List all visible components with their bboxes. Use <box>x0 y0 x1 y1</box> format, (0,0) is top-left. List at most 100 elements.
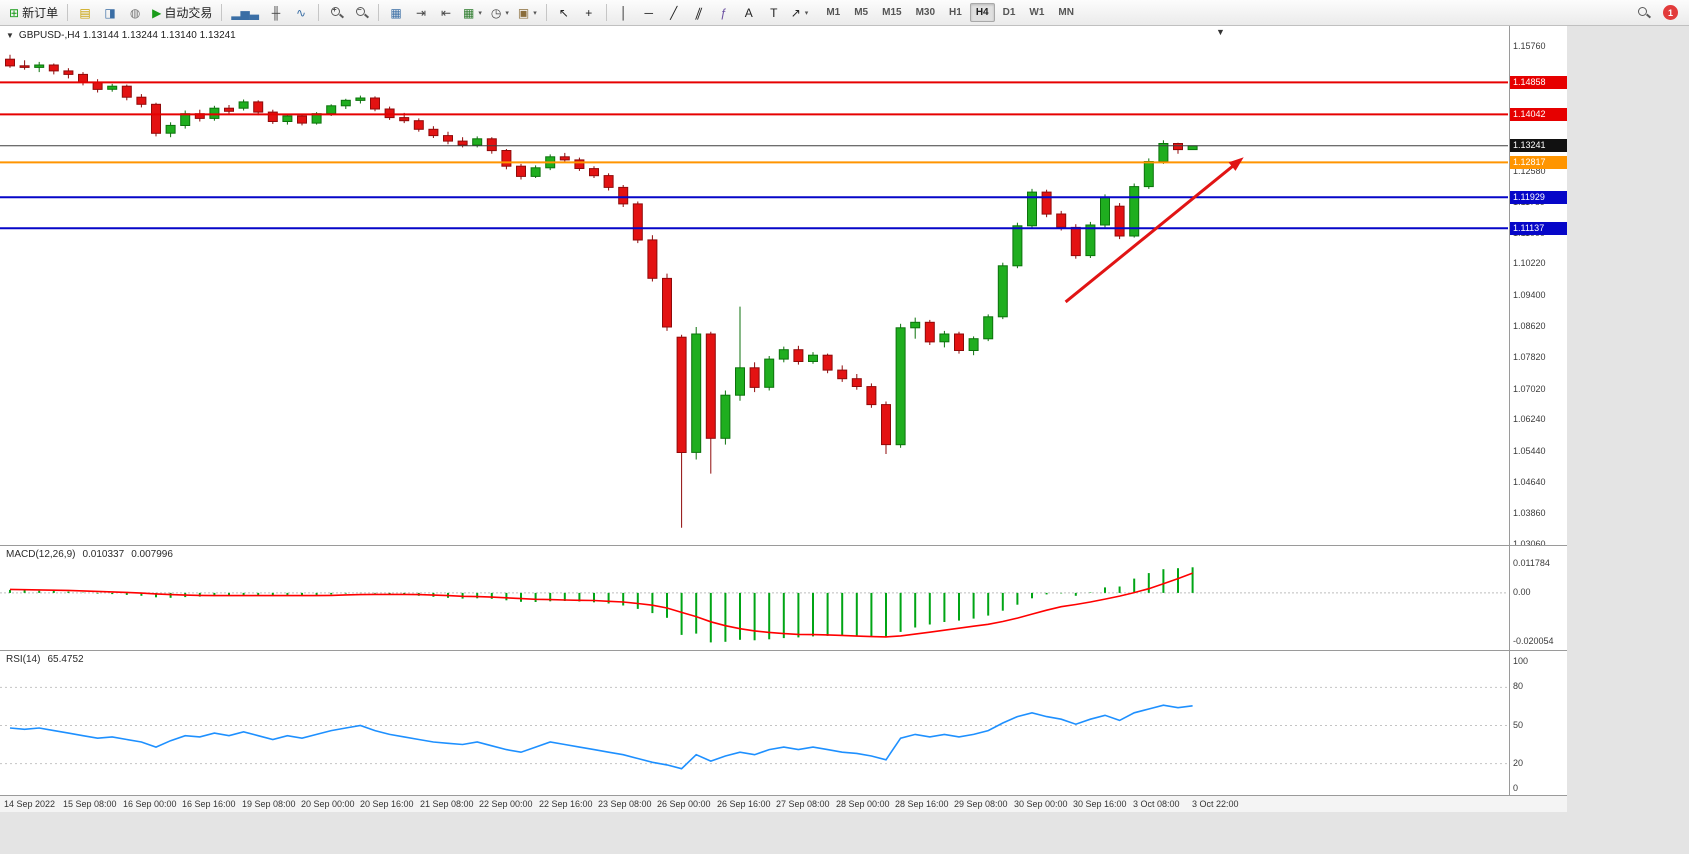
chart-shift-icon: ⇤ <box>440 5 452 20</box>
timeframe-w1[interactable]: W1 <box>1029 7 1045 18</box>
candle <box>443 135 453 142</box>
macd-signal-line <box>9 572 1193 638</box>
trendline-button[interactable]: ╱ <box>662 2 686 24</box>
candle <box>78 73 88 83</box>
candle <box>895 327 906 446</box>
candle <box>1056 213 1067 228</box>
candle <box>1114 205 1125 237</box>
candle <box>238 101 249 109</box>
timeframe-m15[interactable]: M15 <box>882 7 902 18</box>
rsi-tick-label: 100 <box>1513 656 1529 666</box>
label-button[interactable]: T <box>762 2 786 24</box>
timeframe-h4[interactable]: H4 <box>969 3 995 22</box>
candle <box>1187 145 1198 151</box>
candle <box>151 103 161 134</box>
timeframe-d1[interactable]: D1 <box>1002 7 1016 18</box>
macd-plot[interactable] <box>0 546 1508 651</box>
candle <box>983 316 994 340</box>
cursor-button[interactable]: ↖ <box>552 2 576 24</box>
bar-chart-button[interactable]: ▂▅▃ <box>227 2 263 24</box>
candle <box>589 168 599 177</box>
rsi-tick-label: 80 <box>1513 681 1524 691</box>
notification-count: 1 <box>1667 7 1673 18</box>
time-tick-label: 27 Sep 08:00 <box>776 799 830 809</box>
main-chart-plot[interactable] <box>0 26 1508 545</box>
candle <box>662 277 672 328</box>
notification-badge[interactable]: 1 <box>1663 5 1678 20</box>
timeframe-mn[interactable]: MN <box>1058 7 1074 18</box>
candle <box>165 124 176 134</box>
rsi-pane[interactable]: RSI(14) 65.4752 100 80 50 20 0 <box>0 650 1567 795</box>
equidistant-channel-button[interactable]: ∥ <box>687 2 711 24</box>
candlestick-chart-button[interactable]: ╫ <box>264 2 288 24</box>
timeframe-m30[interactable]: M30 <box>915 7 936 18</box>
time-axis[interactable]: 14 Sep 2022 15 Sep 08:00 16 Sep 00:00 16 Se… <box>0 795 1567 812</box>
data-window-button[interactable]: ◍ <box>123 2 147 24</box>
rsi-plot[interactable] <box>0 651 1508 796</box>
time-tick-label: 22 Sep 16:00 <box>539 799 593 809</box>
timeframe-m5[interactable]: M5 <box>854 7 869 18</box>
price-tick-label: 1.04640 <box>1513 477 1546 487</box>
macd-axis[interactable]: 0.011784 0.00 -0.020054 <box>1509 546 1567 650</box>
rsi-axis[interactable]: 100 80 50 20 0 <box>1509 651 1567 795</box>
candle <box>457 140 468 146</box>
candle <box>501 150 512 167</box>
main-chart-pane[interactable]: ▼ GBPUSD-,H4 1.13144 1.13244 1.13140 1.1… <box>0 26 1567 545</box>
candle <box>384 108 395 119</box>
crosshair-icon: + <box>585 5 593 20</box>
zoom-in-button[interactable]: + <box>324 2 348 24</box>
timeframe-m1[interactable]: M1 <box>826 7 841 18</box>
tile-windows-button[interactable]: ▦ <box>384 2 408 24</box>
candle <box>1041 191 1052 215</box>
price-tick-label: 1.05440 <box>1513 446 1546 456</box>
macd-pane[interactable]: MACD(12,26,9) 0.010337 0.007996 0.011784… <box>0 545 1567 650</box>
chart-shift-marker[interactable]: ▼ <box>1216 27 1225 37</box>
dropdown-caret-icon: ▾ <box>478 9 482 17</box>
search-icon <box>1636 5 1651 20</box>
search-button[interactable] <box>1631 2 1655 24</box>
symbol-ohlc-label: ▼ GBPUSD-,H4 1.13144 1.13244 1.13140 1.1… <box>6 30 236 41</box>
algo-trading-button[interactable]: ▶ 自动交易 <box>148 2 216 24</box>
text-button[interactable]: A <box>737 2 761 24</box>
price-axis[interactable]: 1.157601.132801.125801.117891.110001.102… <box>1509 26 1567 545</box>
market-watch-button[interactable]: ◨ <box>98 2 122 24</box>
dropdown-caret-icon: ▾ <box>804 9 809 17</box>
price-line-badge: 1.13241 <box>1510 139 1567 152</box>
crosshair-button[interactable]: + <box>577 2 601 24</box>
horizontal-line-icon: ─ <box>644 5 653 20</box>
chart-shift-button[interactable]: ⇤ <box>434 2 458 24</box>
price-tick-label: 1.06240 <box>1513 414 1546 424</box>
one-click-trading-toggle-icon[interactable]: ▼ <box>6 30 14 40</box>
time-tick-label: 22 Sep 00:00 <box>479 799 533 809</box>
new-chart-icon: ▦ <box>463 5 475 20</box>
zoom-out-button[interactable]: − <box>349 2 373 24</box>
horizontal-line-button[interactable]: ─ <box>637 2 661 24</box>
new-chart-button[interactable]: ▦ ▾ <box>459 2 486 24</box>
dropdown-caret-icon: ▾ <box>533 9 537 17</box>
candle <box>180 113 191 126</box>
templates-button[interactable]: ▣ ▾ <box>514 2 541 24</box>
trend-arrow-line[interactable] <box>1064 161 1238 304</box>
profiles-button[interactable]: ▤ <box>73 2 97 24</box>
macd-histogram <box>9 567 1194 643</box>
price-line-badge: 1.11137 <box>1510 222 1567 235</box>
new-order-icon: ⊞ <box>9 5 20 20</box>
zoom-out-icon: − <box>354 5 369 20</box>
candle <box>968 338 979 352</box>
candle <box>618 186 629 205</box>
periods-button[interactable]: ◷ ▾ <box>487 2 513 24</box>
candle <box>793 349 804 363</box>
fibonacci-button[interactable]: ƒ <box>712 2 736 24</box>
price-tick-label: 1.03060 <box>1513 539 1546 546</box>
new-order-button[interactable]: ⊞ 新订单 <box>5 2 62 24</box>
time-tick-label: 30 Sep 16:00 <box>1073 799 1127 809</box>
arrows-button[interactable]: ↗ ▾ <box>787 2 813 24</box>
timeframe-h1[interactable]: H1 <box>949 7 962 18</box>
vertical-line-button[interactable]: │ <box>612 2 636 24</box>
clock-icon: ◷ <box>490 5 502 20</box>
auto-scroll-button[interactable]: ⇥ <box>409 2 433 24</box>
line-chart-button[interactable]: ∿ <box>289 2 313 24</box>
toolbar-separator <box>318 4 320 21</box>
candle <box>997 265 1008 318</box>
rsi-name: RSI(14) <box>6 654 41 665</box>
